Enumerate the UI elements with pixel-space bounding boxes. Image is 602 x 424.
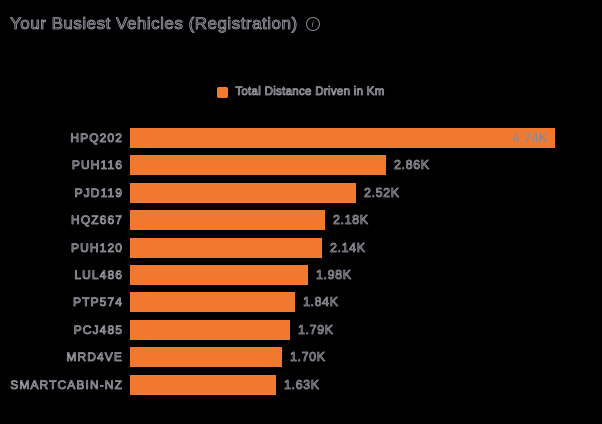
legend: Total Distance Driven in Km xyxy=(0,86,602,98)
legend-item[interactable]: Total Distance Driven in Km xyxy=(217,86,385,99)
bar[interactable] xyxy=(130,374,276,395)
bar[interactable] xyxy=(130,155,386,176)
bar-row: PUH116 2.86K xyxy=(0,155,602,176)
bar[interactable] xyxy=(130,210,325,231)
legend-label: Total Distance Driven in Km xyxy=(235,86,385,99)
bar[interactable] xyxy=(130,319,290,340)
value-label: 2.86K xyxy=(394,158,430,173)
bar[interactable]: 4.74K xyxy=(130,128,555,148)
bar[interactable] xyxy=(130,237,322,258)
bar-row: LUL486 1.98K xyxy=(0,264,602,285)
bar-row: PTP574 1.84K xyxy=(0,292,602,313)
value-label: 4.74K xyxy=(512,131,548,145)
category-label: PCJ485 xyxy=(73,322,123,337)
bar[interactable] xyxy=(130,292,295,313)
value-label: 2.18K xyxy=(333,213,369,228)
value-label: 1.79K xyxy=(298,322,334,337)
bar-track: 2.18K xyxy=(130,210,595,231)
bar-track: 1.79K xyxy=(130,319,595,340)
bar[interactable] xyxy=(130,347,282,368)
legend-marker-icon xyxy=(217,86,229,98)
bar-track: 1.84K xyxy=(130,292,595,313)
bar-track: 2.14K xyxy=(130,237,595,258)
bar-row: PCJ485 1.79K xyxy=(0,319,602,340)
category-label: PTP574 xyxy=(73,295,123,310)
chart-title: Your Busiest Vehicles (Registration) xyxy=(10,14,298,34)
chart-rows: HPQ202 4.74K PUH116 2.86K PJD119 2.52K HQZ667 2… xyxy=(0,128,602,402)
category-label: HQZ667 xyxy=(71,213,123,228)
bar[interactable] xyxy=(130,182,356,203)
info-icon[interactable]: i xyxy=(305,17,320,31)
bar-track: 2.86K xyxy=(130,155,595,176)
bar-track: 4.74K xyxy=(130,128,595,148)
category-label: HPQ202 xyxy=(70,131,123,146)
category-label: PJD119 xyxy=(74,185,123,200)
value-label: 1.98K xyxy=(316,267,352,283)
bar-row: PUH120 2.14K xyxy=(0,237,602,258)
category-label: MRD4VE xyxy=(66,350,123,365)
category-label: SMARTCABIN-NZ xyxy=(10,377,123,392)
category-label: LUL486 xyxy=(74,267,123,283)
bar-row: HQZ667 2.18K xyxy=(0,210,602,231)
bar-track: 1.70K xyxy=(130,347,595,368)
value-label: 2.14K xyxy=(330,240,366,255)
bar-row: PJD119 2.52K xyxy=(0,182,602,203)
bar-row: MRD4VE 1.70K xyxy=(0,347,602,368)
bar[interactable] xyxy=(130,264,308,285)
value-label: 1.63K xyxy=(284,377,320,392)
bar-row: HPQ202 4.74K xyxy=(0,128,602,148)
value-label: 1.84K xyxy=(303,295,339,310)
value-label: 1.70K xyxy=(290,350,326,365)
bar-row: SMARTCABIN-NZ 1.63K xyxy=(0,374,602,395)
bar-track: 1.63K xyxy=(130,374,595,395)
bar-track: 1.98K xyxy=(130,264,595,285)
value-label: 2.52K xyxy=(364,185,400,201)
chart-header: Your Busiest Vehicles (Registration) i xyxy=(10,14,320,34)
category-label: PUH116 xyxy=(71,158,123,173)
bar-track: 2.52K xyxy=(130,182,595,203)
category-label: PUH120 xyxy=(71,240,123,255)
